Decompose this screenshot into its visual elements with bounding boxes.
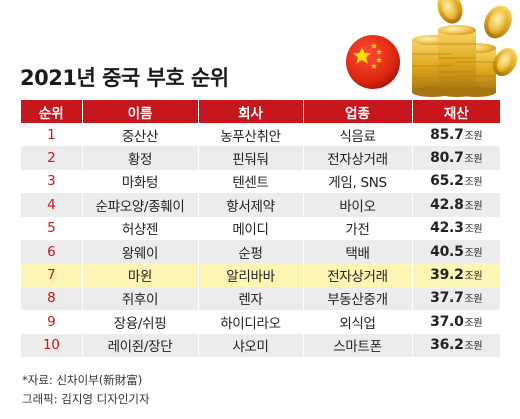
rank-cell: 5 (21, 216, 83, 240)
industry-cell: 전자상거래 (303, 263, 413, 287)
wealth-cell: 36.2조원 (412, 333, 500, 357)
name-cell: 순퍄오양/종훼이 (82, 193, 199, 217)
header-rank: 순위 (21, 100, 83, 123)
wealth-unit: 조원 (464, 200, 483, 212)
table-row: 6 왕웨이 순펑 택배 40.5조원 (21, 239, 500, 264)
china-flag-and-coins-illustration (346, 0, 518, 97)
rank-cell: 9 (21, 310, 83, 334)
table-row: 4 순퍄오양/종훼이 항서제약 바이오 42.8조원 (21, 193, 500, 217)
wealth-cell: 42.8조원 (412, 193, 500, 217)
china-flag-icon (346, 35, 400, 89)
name-cell: 허샹젠 (82, 216, 199, 240)
wealth-value: 37.7 (430, 290, 464, 307)
industry-cell: 스마트폰 (303, 333, 413, 357)
company-cell: 핀둬둬 (198, 146, 304, 170)
company-cell: 메이디 (198, 216, 304, 240)
company-cell: 하이디라오 (198, 310, 304, 334)
table-row: 2 황정 핀둬둬 전자상거래 80.7조원 (21, 146, 500, 170)
table-row: 8 쥐후이 렌자 부동산중개 37.7조원 (21, 286, 500, 311)
rank-cell: 2 (21, 146, 83, 170)
name-cell: 마화텅 (82, 169, 199, 194)
rank-cell: 3 (21, 169, 83, 194)
wealth-cell: 85.7조원 (412, 123, 500, 147)
wealth-value: 80.7 (430, 150, 464, 167)
wealth-unit: 조원 (464, 271, 483, 283)
coins-icon (412, 0, 518, 97)
name-cell: 왕웨이 (82, 239, 199, 264)
table-row: 1 중산산 농푸산취안 식음료 85.7조원 (21, 123, 500, 147)
wealth-unit: 조원 (464, 294, 483, 306)
wealth-unit: 조원 (464, 177, 483, 189)
page-title: 2021년 중국 부호 순위 (20, 66, 229, 90)
name-cell: 장융/쉬핑 (82, 310, 199, 334)
wealth-unit: 조원 (464, 224, 483, 236)
header-company: 회사 (198, 100, 304, 123)
wealth-value: 65.2 (430, 173, 464, 190)
wealth-unit: 조원 (464, 247, 483, 259)
wealth-value: 42.8 (430, 196, 464, 213)
wealth-value: 37.0 (430, 313, 464, 330)
graphic-credit: 그래픽: 김지영 디자인기자 (22, 392, 150, 406)
industry-cell: 식음료 (303, 123, 413, 147)
wealth-value: 42.3 (430, 220, 464, 237)
company-cell: 텐센트 (198, 169, 304, 194)
rank-cell: 6 (21, 239, 83, 264)
industry-cell: 바이오 (303, 193, 413, 217)
wealth-cell: 80.7조원 (412, 146, 500, 170)
table-row: 10 레이쥔/장단 샤오미 스마트폰 36.2조원 (21, 333, 500, 357)
industry-cell: 게임, SNS (303, 169, 413, 194)
wealth-cell: 37.0조원 (412, 310, 500, 334)
name-cell: 레이쥔/장단 (82, 333, 199, 357)
industry-cell: 부동산중개 (303, 286, 413, 311)
table-header-row: 순위 이름 회사 업종 재산 (21, 100, 500, 123)
rank-cell: 10 (21, 333, 83, 357)
name-cell: 쥐후이 (82, 286, 199, 311)
industry-cell: 택배 (303, 239, 413, 264)
header-name: 이름 (82, 100, 199, 123)
table-row: 3 마화텅 텐센트 게임, SNS 65.2조원 (21, 169, 500, 194)
table-row: 7 마윈 알리바바 전자상거래 39.2조원 (21, 263, 500, 287)
name-cell: 황정 (82, 146, 199, 170)
wealth-unit: 조원 (464, 130, 483, 142)
company-cell: 렌자 (198, 286, 304, 311)
wealth-cell: 42.3조원 (412, 216, 500, 240)
rank-cell: 7 (21, 263, 83, 287)
table-body: 1 중산산 농푸산취안 식음료 85.7조원 2 황정 핀둬둬 전자상거래 80.7조원 3 마화텅 텐… (21, 123, 500, 357)
company-cell: 알리바바 (198, 263, 304, 287)
header-wealth: 재산 (412, 100, 500, 123)
source-note: *자료: 신차이부(新財富) (22, 373, 143, 387)
name-cell: 중산산 (82, 123, 199, 147)
wealth-cell: 39.2조원 (412, 263, 500, 287)
company-cell: 샤오미 (198, 333, 304, 357)
company-cell: 항서제약 (198, 193, 304, 217)
wealth-cell: 40.5조원 (412, 239, 500, 264)
rank-table: 순위 이름 회사 업종 재산 1 중산산 농푸산취안 식음료 85.7조원 2 황정 핀둬둬 전… (21, 100, 500, 357)
company-cell: 농푸산취안 (198, 123, 304, 147)
name-cell: 마윈 (82, 263, 199, 287)
wealth-unit: 조원 (464, 154, 483, 166)
rank-cell: 8 (21, 286, 83, 311)
company-cell: 순펑 (198, 239, 304, 264)
industry-cell: 외식업 (303, 310, 413, 334)
rank-cell: 4 (21, 193, 83, 217)
wealth-value: 40.5 (430, 243, 464, 260)
rank-cell: 1 (21, 123, 83, 147)
table-row: 5 허샹젠 메이디 가전 42.3조원 (21, 216, 500, 240)
wealth-value: 39.2 (430, 267, 464, 284)
wealth-unit: 조원 (464, 317, 483, 329)
header-industry: 업종 (303, 100, 413, 123)
table-row: 9 장융/쉬핑 하이디라오 외식업 37.0조원 (21, 310, 500, 334)
wealth-unit: 조원 (464, 341, 483, 353)
wealth-cell: 37.7조원 (412, 286, 500, 311)
wealth-cell: 65.2조원 (412, 169, 500, 194)
industry-cell: 가전 (303, 216, 413, 240)
wealth-value: 85.7 (430, 126, 464, 143)
wealth-value: 36.2 (430, 337, 464, 354)
industry-cell: 전자상거래 (303, 146, 413, 170)
